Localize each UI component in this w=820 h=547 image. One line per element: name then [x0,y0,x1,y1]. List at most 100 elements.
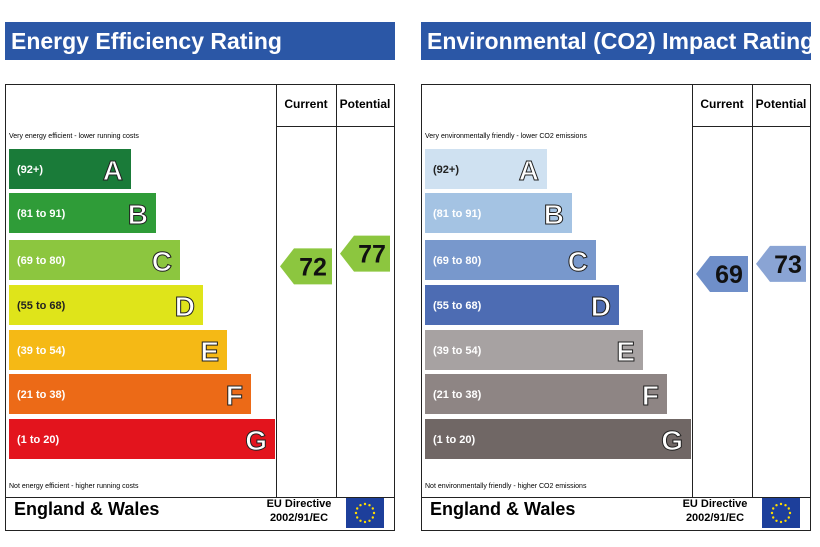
eu-star [363,520,367,524]
rating-band-e [425,330,643,370]
eu-star [368,504,371,507]
eu-star [772,507,775,510]
band-range-label: (21 to 38) [433,389,482,401]
band-range-label: (55 to 68) [17,300,66,312]
divider [692,85,693,497]
directive-label: EU Directive 2002/91/EC [675,497,755,525]
rating-band-d [9,285,203,325]
band-letter: G [661,425,683,456]
band-range-label: (69 to 80) [17,255,66,267]
band-letter: B [544,199,564,230]
eu-star [371,507,374,510]
eu-star [372,511,376,515]
directive-line: EU Directive [266,498,332,510]
eu-flag-icon [346,498,384,528]
rating-band-b [9,193,156,233]
band-range-label: (92+) [433,164,459,176]
eu-star [784,504,787,507]
band-letter: C [568,246,588,277]
band-range-label: (81 to 91) [17,208,66,220]
band-range-label: (39 to 54) [433,345,482,357]
eu-star [354,511,358,515]
eu-star [356,507,359,510]
band-letter: C [152,246,172,277]
rating-band-g [9,419,275,459]
rating-band-c [425,240,596,280]
eu-star [363,502,367,506]
potential-arrow [756,245,806,282]
eu-star [371,516,374,519]
potential-arrow [340,235,390,272]
rating-band-c [9,240,180,280]
band-letter: D [175,291,195,322]
bottom-note: Not environmentally friendly - higher CO… [425,483,587,490]
band-letter: E [200,336,219,367]
potential-rating-value: 73 [774,251,802,279]
rating-band-d [425,285,619,325]
divider [276,126,394,127]
band-letter: D [591,291,611,322]
eu-star [359,504,362,507]
directive-label: EU Directive 2002/91/EC [259,497,339,525]
rating-bands-svg: (92+) A (81 to 91) B (69 to 80) C (55 to 68) D (… [9,149,390,459]
eu-star [775,504,778,507]
eu-star [779,502,783,506]
band-range-label: (1 to 20) [17,434,60,446]
current-arrow [280,248,332,285]
current-column-header: Current [284,97,328,111]
band-range-label: (39 to 54) [17,345,66,357]
divider [752,85,753,497]
bottom-note: Not energy efficient - higher running co… [9,483,139,490]
eu-flag-icon [762,498,800,528]
directive-code: 2002/91/EC [685,512,745,524]
rating-band-f [9,374,251,414]
top-note: Very energy efficient - lower running co… [9,133,139,140]
potential-column-header: Potential [755,97,807,111]
panel-title: Energy Efficiency Rating [5,22,395,60]
band-letter: F [642,380,659,411]
eu-star [368,519,371,522]
rating-band-f [425,374,667,414]
eu-star [770,511,774,515]
divider [276,85,277,497]
band-range-label: (55 to 68) [433,300,482,312]
energy-efficiency-panel: Energy Efficiency Rating (92+) A (81 to 91… [5,0,409,547]
divider [422,497,810,498]
band-range-label: (21 to 38) [17,389,66,401]
region-label: England & Wales [14,499,160,519]
band-letter: B [128,199,148,230]
environmental-impact-panel: Environmental (CO2) Impact Rating (92+) A… [421,0,820,547]
band-letter: G [245,425,267,456]
eu-star [788,511,792,515]
band-range-label: (92+) [17,164,43,176]
rating-band-g [425,419,691,459]
top-note: Very environmentally friendly - lower CO… [425,133,587,140]
band-range-label: (1 to 20) [433,434,476,446]
current-rating-value: 69 [715,261,743,289]
eu-star [784,519,787,522]
rating-bands-svg: (92+) A (81 to 91) B (69 to 80) C (55 to 68) D (… [425,149,806,459]
directive-code: 2002/91/EC [269,512,329,524]
band-letter: F [226,380,243,411]
band-range-label: (81 to 91) [433,208,482,220]
band-letter: A [103,155,123,186]
eu-star [359,519,362,522]
band-range-label: (69 to 80) [433,255,482,267]
eu-star [787,516,790,519]
potential-column-header: Potential [339,97,391,111]
eu-star [356,516,359,519]
current-column-header: Current [700,97,744,111]
current-arrow [696,256,748,292]
rating-chart: (92+) A (81 to 91) B (69 to 80) C (55 to 68) D (… [5,84,395,531]
region-label: England & Wales [430,499,576,519]
rating-chart: (92+) A (81 to 91) B (69 to 80) C (55 to 68) D (… [421,84,811,531]
divider [336,85,337,497]
rating-band-e [9,330,227,370]
eu-star [775,519,778,522]
divider [692,126,810,127]
band-letter: E [616,336,635,367]
panel-title: Environmental (CO2) Impact Rating [421,22,814,60]
divider [6,497,394,498]
potential-rating-value: 77 [358,241,386,269]
eu-star [779,520,783,524]
